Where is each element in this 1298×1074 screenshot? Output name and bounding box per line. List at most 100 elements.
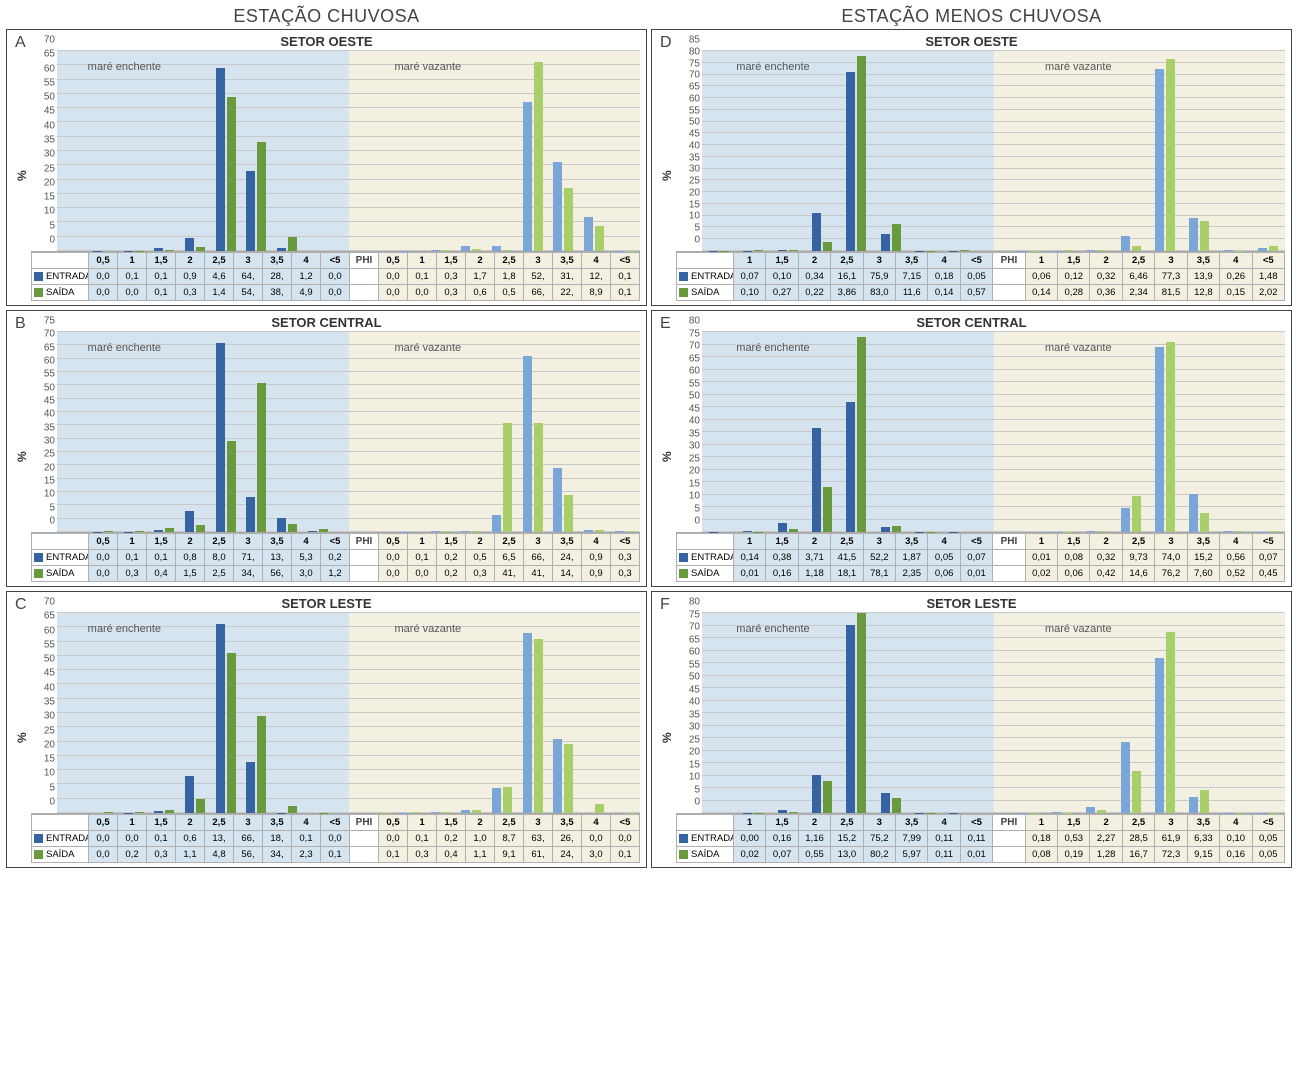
category-header: 1,5 bbox=[437, 253, 466, 269]
category-header: <5 bbox=[611, 815, 640, 831]
category-header: 4 bbox=[292, 534, 321, 550]
bar-entrada bbox=[461, 531, 470, 532]
y-tick: 50 bbox=[676, 117, 700, 128]
data-cell: 66, bbox=[524, 285, 553, 301]
bar-saida bbox=[472, 531, 481, 532]
panel-title: SETOR OESTE bbox=[13, 34, 640, 49]
y-tick: 55 bbox=[676, 105, 700, 116]
data-cell: 1,2 bbox=[292, 269, 321, 285]
y-tick: 0 bbox=[31, 516, 55, 527]
bar-slot bbox=[609, 332, 640, 532]
data-cell: 0,34 bbox=[798, 269, 830, 285]
data-cell: 1,16 bbox=[798, 831, 830, 847]
series-label: SAÍDA bbox=[677, 285, 734, 301]
data-cell: 0,52 bbox=[1220, 566, 1252, 582]
data-cell: 0,02 bbox=[734, 847, 766, 863]
bar-slot bbox=[487, 51, 518, 251]
series-label: SAÍDA bbox=[677, 847, 734, 863]
category-header: 1 bbox=[118, 815, 147, 831]
data-cell: 0,1 bbox=[321, 847, 350, 863]
category-header: 0,5 bbox=[379, 534, 408, 550]
data-cell: 0,00 bbox=[734, 831, 766, 847]
data-cell: 3,0 bbox=[292, 566, 321, 582]
data-cell: 0,14 bbox=[1025, 285, 1057, 301]
category-header: 3,5 bbox=[896, 815, 928, 831]
bar-slot bbox=[1182, 332, 1216, 532]
bar-entrada bbox=[154, 248, 163, 251]
data-cell: 16,1 bbox=[831, 269, 863, 285]
data-cell: 0,01 bbox=[734, 566, 766, 582]
bar-saida bbox=[823, 242, 832, 251]
bar-slot bbox=[548, 332, 579, 532]
bar-entrada bbox=[846, 402, 855, 533]
y-tick: 10 bbox=[676, 491, 700, 502]
data-cell: 12, bbox=[582, 269, 611, 285]
data-cell: 0,2 bbox=[437, 550, 466, 566]
bar-slot bbox=[1251, 51, 1285, 251]
chart-plot: 05101520253035404550556065707580maré enc… bbox=[676, 613, 1285, 814]
category-header: 1,5 bbox=[147, 534, 176, 550]
data-cell: 0,2 bbox=[118, 847, 147, 863]
bar-entrada bbox=[846, 72, 855, 251]
category-header: 3 bbox=[863, 253, 895, 269]
data-cell: 2,35 bbox=[896, 566, 928, 582]
y-axis-label: % bbox=[13, 613, 31, 863]
data-cell: 54, bbox=[234, 285, 263, 301]
chart-plot: 0510152025303540455055606570maré enchent… bbox=[31, 613, 640, 814]
category-header: 4 bbox=[582, 815, 611, 831]
bar-entrada bbox=[1189, 218, 1198, 251]
data-table: 0,511,522,533,54<5PHI0,511,522,533,54<5E… bbox=[31, 814, 640, 863]
y-tick: 15 bbox=[31, 754, 55, 765]
data-cell: 0,3 bbox=[408, 847, 437, 863]
y-tick: 0 bbox=[676, 235, 700, 246]
data-cell: 0,01 bbox=[1025, 550, 1057, 566]
bar-saida bbox=[227, 97, 236, 251]
panel-letter: A bbox=[15, 34, 26, 52]
category-header: 4 bbox=[582, 253, 611, 269]
y-tick: 50 bbox=[31, 92, 55, 103]
data-cell: 76,2 bbox=[1155, 566, 1187, 582]
data-cell: 14, bbox=[553, 566, 582, 582]
bar-saida bbox=[104, 812, 113, 813]
series-label: SAÍDA bbox=[32, 285, 89, 301]
series-label: ENTRADA bbox=[32, 550, 89, 566]
data-cell: 31, bbox=[553, 269, 582, 285]
category-header: 3,5 bbox=[263, 534, 292, 550]
bar-slot bbox=[805, 613, 839, 813]
data-cell: 0,1 bbox=[147, 285, 176, 301]
y-tick: 10 bbox=[31, 768, 55, 779]
data-cell: 0,0 bbox=[379, 269, 408, 285]
y-tick: 70 bbox=[676, 341, 700, 352]
data-cell: 0,02 bbox=[1025, 566, 1057, 582]
bar-saida bbox=[503, 423, 512, 532]
y-tick: 65 bbox=[676, 353, 700, 364]
bar-entrada bbox=[492, 515, 501, 532]
data-cell: 1,4 bbox=[205, 285, 234, 301]
category-header: 2,5 bbox=[205, 253, 234, 269]
bar-entrada bbox=[1258, 248, 1267, 251]
bar-slot bbox=[517, 613, 548, 813]
category-header: 2,5 bbox=[205, 815, 234, 831]
y-tick: 15 bbox=[676, 199, 700, 210]
data-cell: 71, bbox=[234, 550, 263, 566]
data-cell: 15,2 bbox=[831, 831, 863, 847]
data-cell: 0,38 bbox=[766, 550, 798, 566]
bar-saida bbox=[564, 495, 573, 532]
y-tick: 5 bbox=[676, 503, 700, 514]
bar-entrada bbox=[881, 234, 890, 251]
y-tick: 85 bbox=[676, 35, 700, 46]
data-cell: 0,01 bbox=[960, 847, 992, 863]
category-header: 3,5 bbox=[896, 534, 928, 550]
bar-slot bbox=[1251, 613, 1285, 813]
bar-entrada bbox=[812, 213, 821, 251]
bar-entrada bbox=[584, 217, 593, 251]
data-cell: 81,5 bbox=[1155, 285, 1187, 301]
bar-entrada bbox=[492, 788, 501, 813]
bar-slot bbox=[1114, 613, 1148, 813]
category-header: 3,5 bbox=[263, 815, 292, 831]
data-cell: 0,6 bbox=[176, 831, 205, 847]
bar-saida bbox=[789, 812, 798, 813]
bar-entrada bbox=[216, 68, 225, 251]
data-cell: 0,06 bbox=[1058, 566, 1090, 582]
data-cell: 2,34 bbox=[1122, 285, 1154, 301]
